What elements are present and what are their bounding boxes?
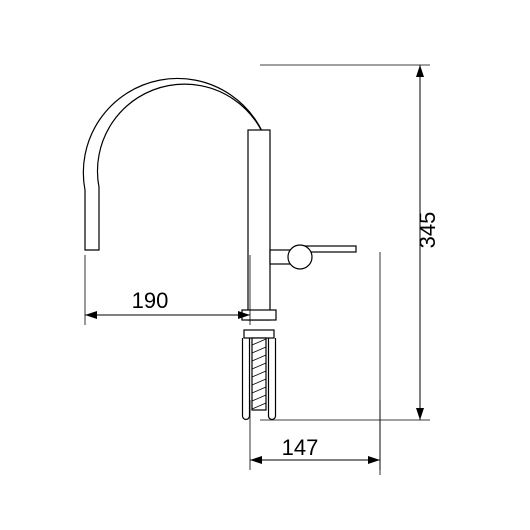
hose-left <box>243 416 250 420</box>
faucet-outline <box>83 78 356 419</box>
faucet-technical-drawing: 190 345 147 <box>0 0 530 530</box>
spout <box>83 78 270 250</box>
dim-label: 345 <box>415 212 440 249</box>
body-column <box>248 130 270 320</box>
collar-lower <box>244 330 274 338</box>
hose-right <box>269 416 276 420</box>
handle-disc <box>288 245 312 269</box>
dim-label: 147 <box>282 435 319 460</box>
dim-label: 190 <box>132 288 169 313</box>
